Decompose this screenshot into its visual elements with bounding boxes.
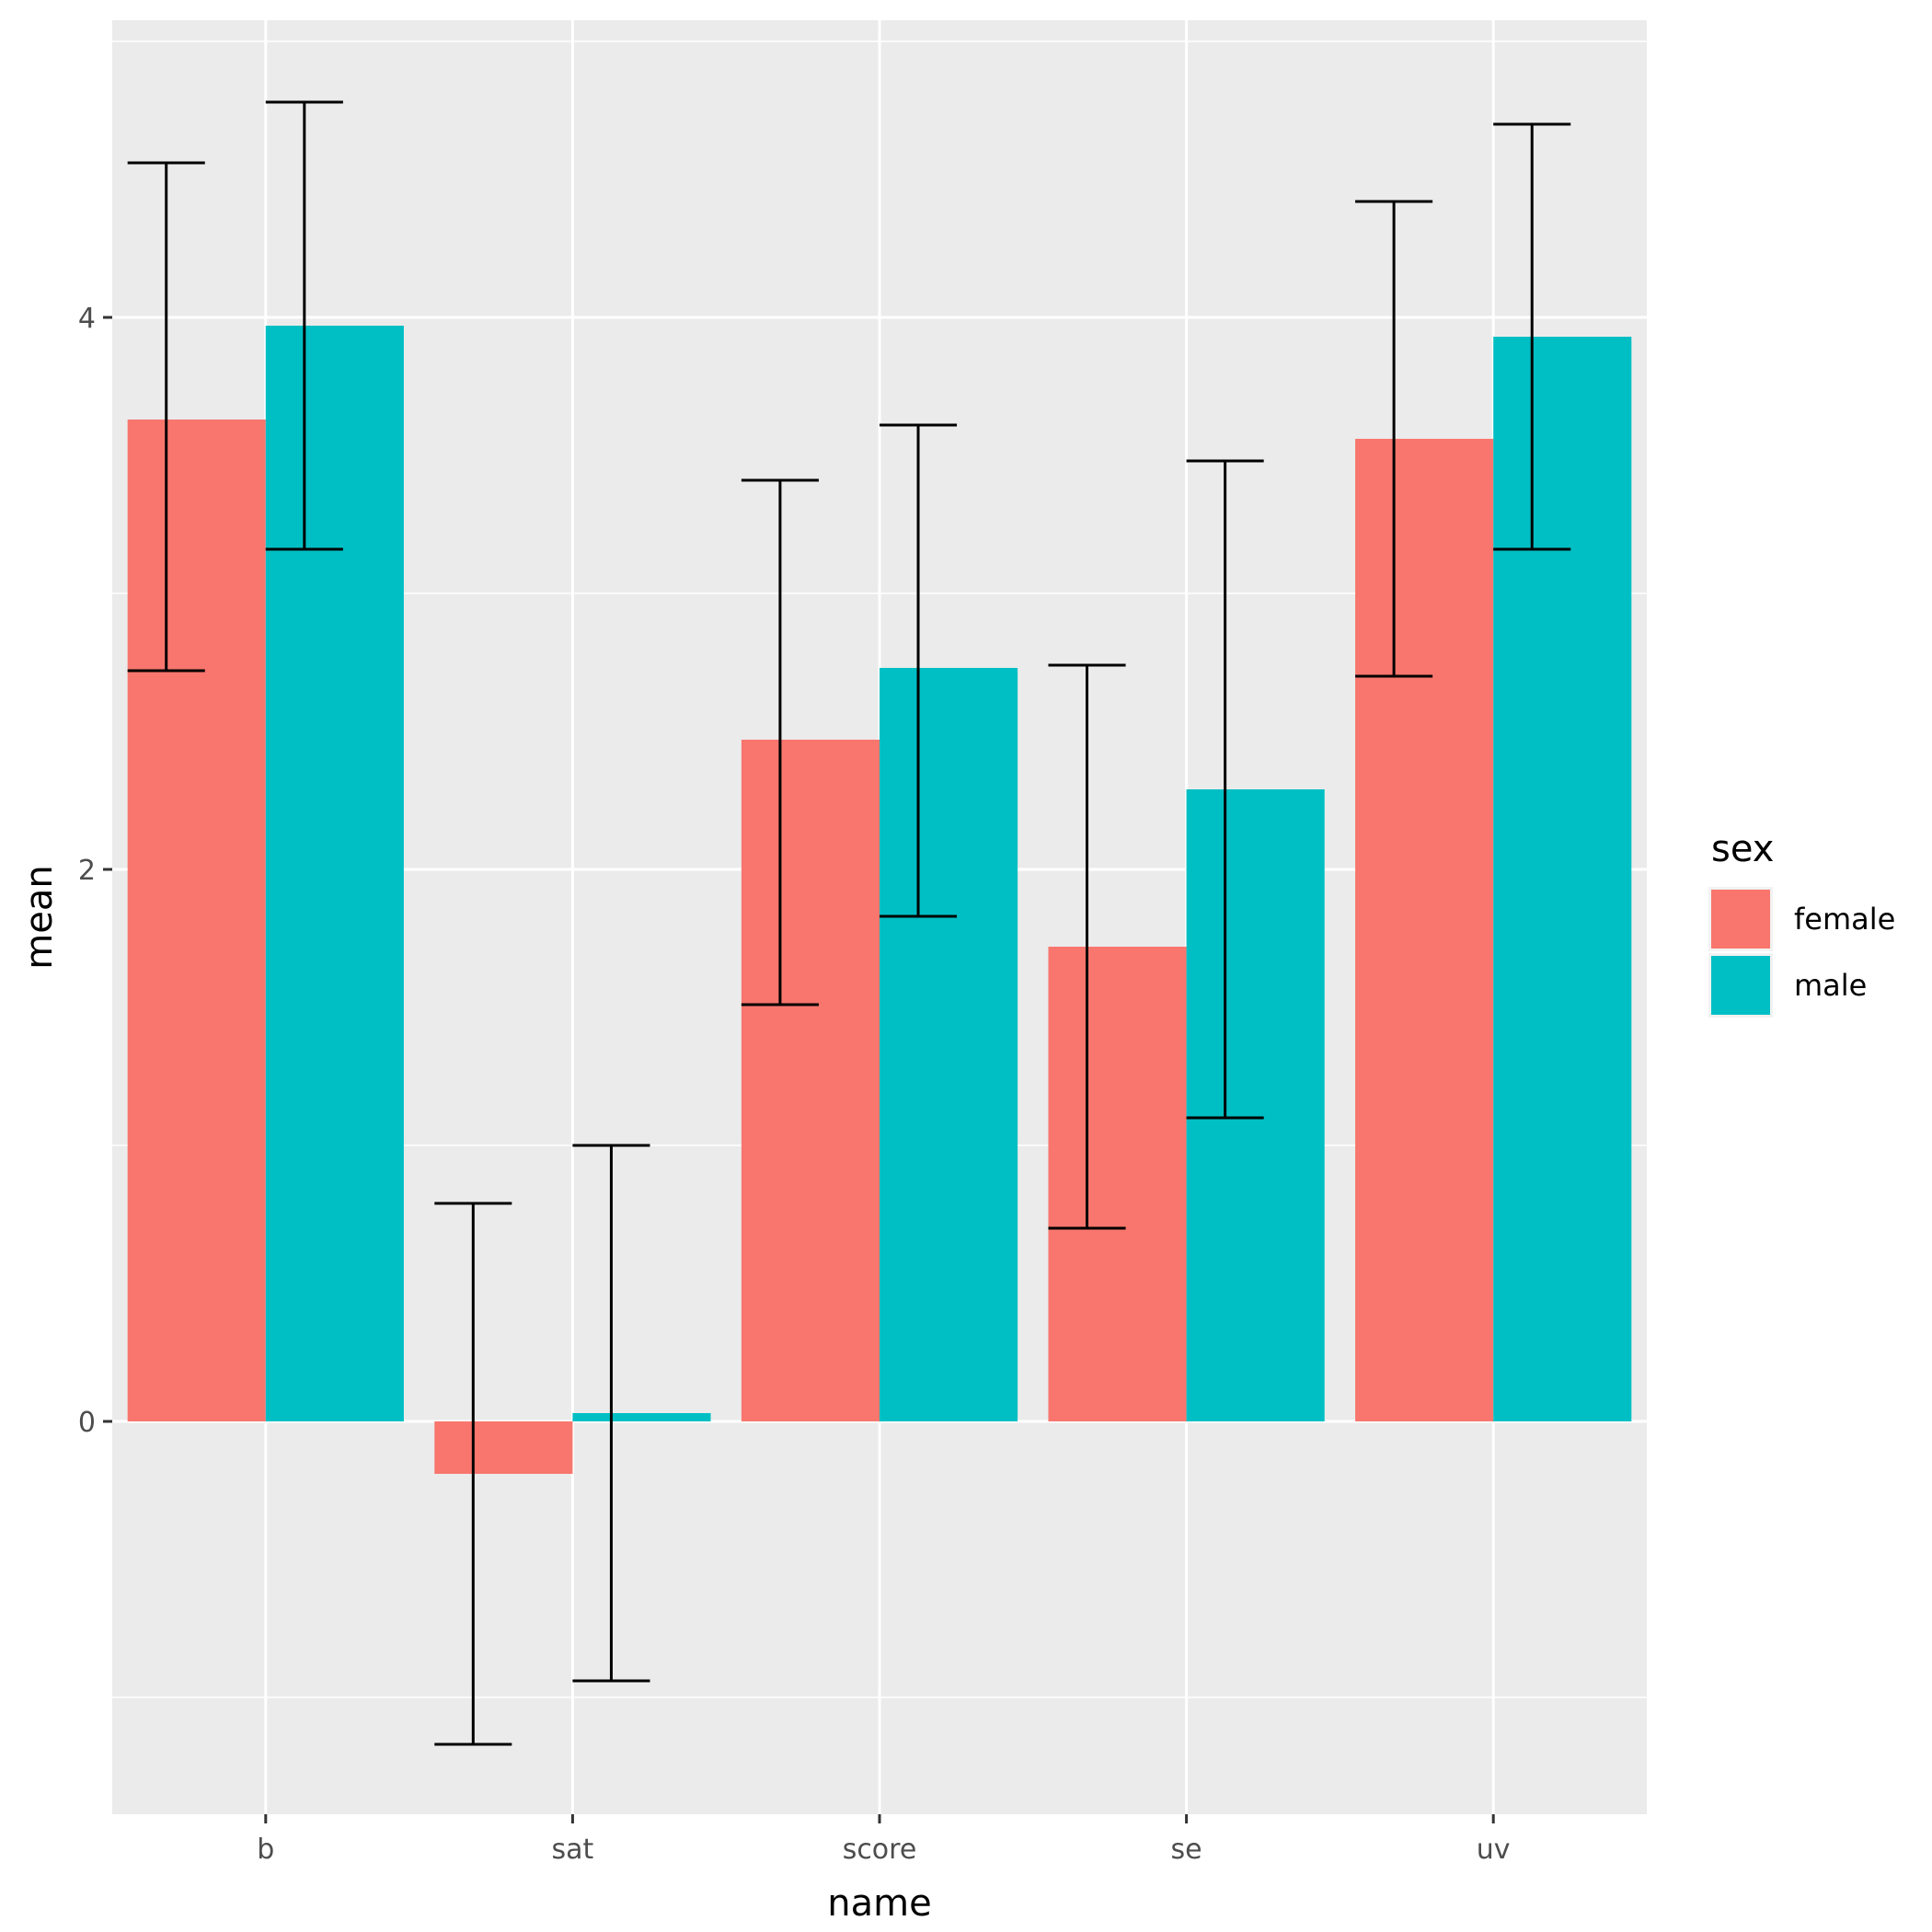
legend-label: male: [1794, 968, 1867, 1003]
x-tick-label: se: [1171, 1834, 1202, 1866]
y-tick-label: 2: [78, 855, 96, 887]
y-tick-label: 0: [78, 1407, 96, 1439]
legend: sex female male: [1708, 828, 1895, 1018]
bar-male-sat: [572, 1413, 711, 1421]
bar-female-b: [127, 420, 266, 1421]
bar-male-b: [265, 326, 404, 1421]
error-bars: [127, 100, 1571, 1746]
error-bar-male-score: [880, 423, 958, 918]
error-bar-female-score: [741, 478, 819, 1006]
x-axis: b sat score se uv: [257, 1814, 1511, 1866]
y-axis: 0 2 4: [78, 303, 112, 1439]
y-axis-title: mean: [18, 865, 61, 969]
error-bar-male-se: [1186, 459, 1264, 1120]
bar-female-score: [741, 740, 880, 1421]
x-tick-label: b: [257, 1834, 274, 1866]
error-bar-male-b: [265, 100, 343, 551]
bar-female-se: [1048, 947, 1187, 1421]
bar-male-uv: [1493, 337, 1632, 1421]
bar-female-sat: [434, 1421, 573, 1474]
x-tick-label: sat: [552, 1834, 594, 1866]
error-bar-male-sat: [572, 1144, 650, 1683]
legend-label: female: [1794, 902, 1895, 937]
error-bar-female-uv: [1355, 200, 1433, 678]
x-tick-label: uv: [1477, 1834, 1511, 1866]
legend-key-swatch: [1711, 890, 1770, 949]
bar-male-score: [880, 668, 1018, 1421]
legend-item-male: male: [1708, 953, 1867, 1018]
legend-key-swatch: [1711, 956, 1770, 1015]
y-tick-label: 4: [78, 303, 96, 335]
error-bar-male-uv: [1493, 122, 1571, 551]
x-tick-label: score: [843, 1834, 917, 1866]
error-bar-female-b: [127, 161, 205, 673]
error-bar-female-sat: [434, 1202, 512, 1746]
bar-male-se: [1186, 789, 1325, 1421]
bar-female-uv: [1355, 439, 1494, 1421]
legend-item-female: female: [1708, 887, 1895, 951]
legend-title: sex: [1711, 828, 1774, 870]
x-axis-title: name: [827, 1882, 931, 1925]
error-bar-female-se: [1048, 663, 1126, 1230]
bars: [127, 326, 1632, 1474]
